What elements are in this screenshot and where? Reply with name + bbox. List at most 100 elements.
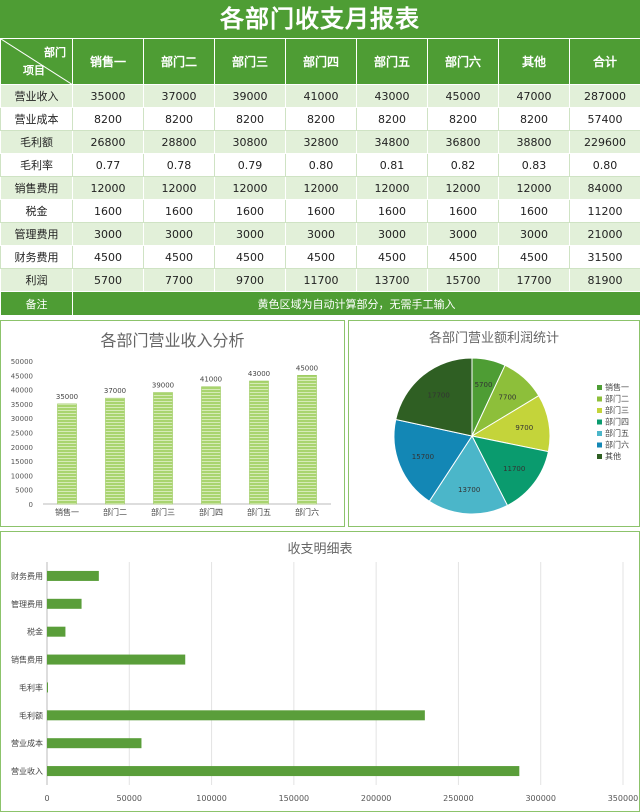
y-tick-label: 营业收入 — [11, 766, 43, 776]
table-cell: 36800 — [427, 130, 499, 154]
row-label: 税金 — [0, 199, 73, 223]
table-cell: 0.80 — [569, 153, 640, 177]
y-tick-label: 毛利额 — [19, 710, 43, 720]
table-cell: 32800 — [285, 130, 357, 154]
detail-chart: 0 50000 100000 150000 200000 250000 300000 3500… — [11, 562, 639, 803]
row-label: 管理费用 — [0, 222, 73, 246]
table-cell: 21000 — [569, 222, 640, 246]
bar-data-label: 41000 — [200, 376, 222, 384]
table-cell: 43000 — [356, 84, 428, 108]
note-row: 备注 黄色区域为自动计算部分，无需手工输入 — [0, 291, 640, 316]
y-tick-label: 20000 — [11, 444, 33, 452]
column-header: 部门六 — [427, 38, 499, 85]
x-tick-label: 销售一 — [55, 507, 79, 517]
bar-data-label: 43000 — [248, 370, 270, 378]
table-cell: 11200 — [569, 199, 640, 223]
row-label: 财务费用 — [0, 245, 73, 269]
table-cell: 0.77 — [72, 153, 144, 177]
row-label: 营业成本 — [0, 107, 73, 131]
table-row: 营业收入 35000 37000 39000 41000 43000 45000 47000 2… — [0, 84, 640, 108]
note-label: 备注 — [0, 291, 73, 316]
detail-chart-title: 收支明细表 — [287, 542, 353, 557]
table-cell: 0.83 — [498, 153, 570, 177]
y-tick-label: 40000 — [11, 387, 33, 395]
column-header: 其他 — [498, 38, 570, 85]
table-cell: 12000 — [143, 176, 215, 200]
y-tick-label: 管理费用 — [11, 599, 43, 609]
revenue-chart: 0 5000 10000 15000 20000 25000 30000 35000 40000… — [11, 358, 331, 517]
revenue-bar — [297, 374, 317, 505]
table-cell: 3000 — [498, 222, 570, 246]
table-cell: 1600 — [72, 199, 144, 223]
table-cell: 11700 — [285, 268, 357, 292]
revenue-bar — [201, 386, 221, 505]
table-cell: 8200 — [214, 107, 286, 131]
detail-bar — [47, 710, 425, 721]
profit-pie-title: 各部门营业额利润统计 — [428, 331, 559, 346]
table-row: 毛利额 26800 28800 30800 32800 34800 36800 38800 22… — [0, 130, 640, 154]
table-cell: 3000 — [285, 222, 357, 246]
row-label: 销售费用 — [0, 176, 73, 200]
table-cell: 8200 — [427, 107, 499, 131]
table-cell: 8200 — [72, 107, 144, 131]
table-cell: 7700 — [143, 268, 215, 292]
table-cell: 4500 — [143, 245, 215, 269]
y-tick-label: 10000 — [11, 472, 33, 480]
y-tick-label: 5000 — [15, 487, 33, 495]
x-tick-label: 250000 — [443, 794, 474, 803]
x-tick-label: 350000 — [608, 794, 639, 803]
pie-data-label: 11700 — [503, 465, 525, 473]
detail-bar — [47, 654, 186, 665]
table-row: 管理费用 3000 3000 3000 3000 3000 3000 3000 21000 — [0, 222, 640, 246]
pie-data-label: 5700 — [475, 381, 493, 389]
y-tick-label: 15000 — [11, 458, 33, 466]
table-cell: 287000 — [569, 84, 640, 108]
x-tick-label: 部门三 — [151, 507, 175, 517]
table-cell: 3000 — [427, 222, 499, 246]
column-header: 部门二 — [143, 38, 215, 85]
table-cell: 12000 — [498, 176, 570, 200]
y-tick-label: 30000 — [11, 415, 33, 423]
legend-label: 部门三 — [605, 405, 629, 415]
table-cell: 0.81 — [356, 153, 428, 177]
revenue-chart-panel: 各部门营业收入分析 0 5000 10000 15000 20000 25000 30000… — [0, 320, 345, 527]
table-cell: 4500 — [356, 245, 428, 269]
table-cell: 1600 — [427, 199, 499, 223]
pie-data-label: 7700 — [499, 394, 517, 402]
table-cell: 26800 — [72, 130, 144, 154]
table-cell: 1600 — [356, 199, 428, 223]
y-tick-label: 50000 — [11, 358, 33, 366]
report-table: 部门 项目 销售一 部门二 部门三 部门四 部门五 部门六 其他 合计 营业收入… — [0, 38, 640, 316]
table-row: 营业成本 8200 8200 8200 8200 8200 8200 8200 57400 — [0, 107, 640, 131]
bar-data-label: 37000 — [104, 387, 126, 395]
table-cell: 4500 — [498, 245, 570, 269]
row-label: 营业收入 — [0, 84, 73, 108]
y-tick-label: 45000 — [11, 372, 33, 380]
table-cell: 3000 — [356, 222, 428, 246]
pie-data-label: 15700 — [412, 453, 434, 461]
table-cell: 0.80 — [285, 153, 357, 177]
y-tick-label: 35000 — [11, 401, 33, 409]
x-tick-label: 200000 — [361, 794, 392, 803]
table-cell: 4500 — [427, 245, 499, 269]
table-row: 税金 1600 1600 1600 1600 1600 1600 1600 11200 — [0, 199, 640, 223]
legend-label: 部门四 — [605, 417, 629, 427]
row-label: 毛利率 — [0, 153, 73, 177]
detail-bar — [47, 682, 48, 693]
pie-data-label: 9700 — [515, 424, 533, 432]
pie-data-label: 13700 — [458, 486, 480, 494]
table-body: 营业收入 35000 37000 39000 41000 43000 45000 47000 2… — [0, 84, 640, 292]
table-cell: 4500 — [72, 245, 144, 269]
legend-label: 销售一 — [605, 382, 629, 392]
table-cell: 38800 — [498, 130, 570, 154]
table-cell: 4500 — [214, 245, 286, 269]
legend-swatch — [597, 419, 602, 425]
table-cell: 8200 — [498, 107, 570, 131]
legend-label: 部门六 — [605, 440, 629, 450]
y-tick-label: 销售费用 — [11, 655, 43, 665]
table-cell: 45000 — [427, 84, 499, 108]
x-tick-label: 部门四 — [199, 507, 223, 517]
y-tick-label: 毛利率 — [19, 682, 43, 692]
y-tick-label: 0 — [29, 501, 33, 509]
table-cell: 0.78 — [143, 153, 215, 177]
